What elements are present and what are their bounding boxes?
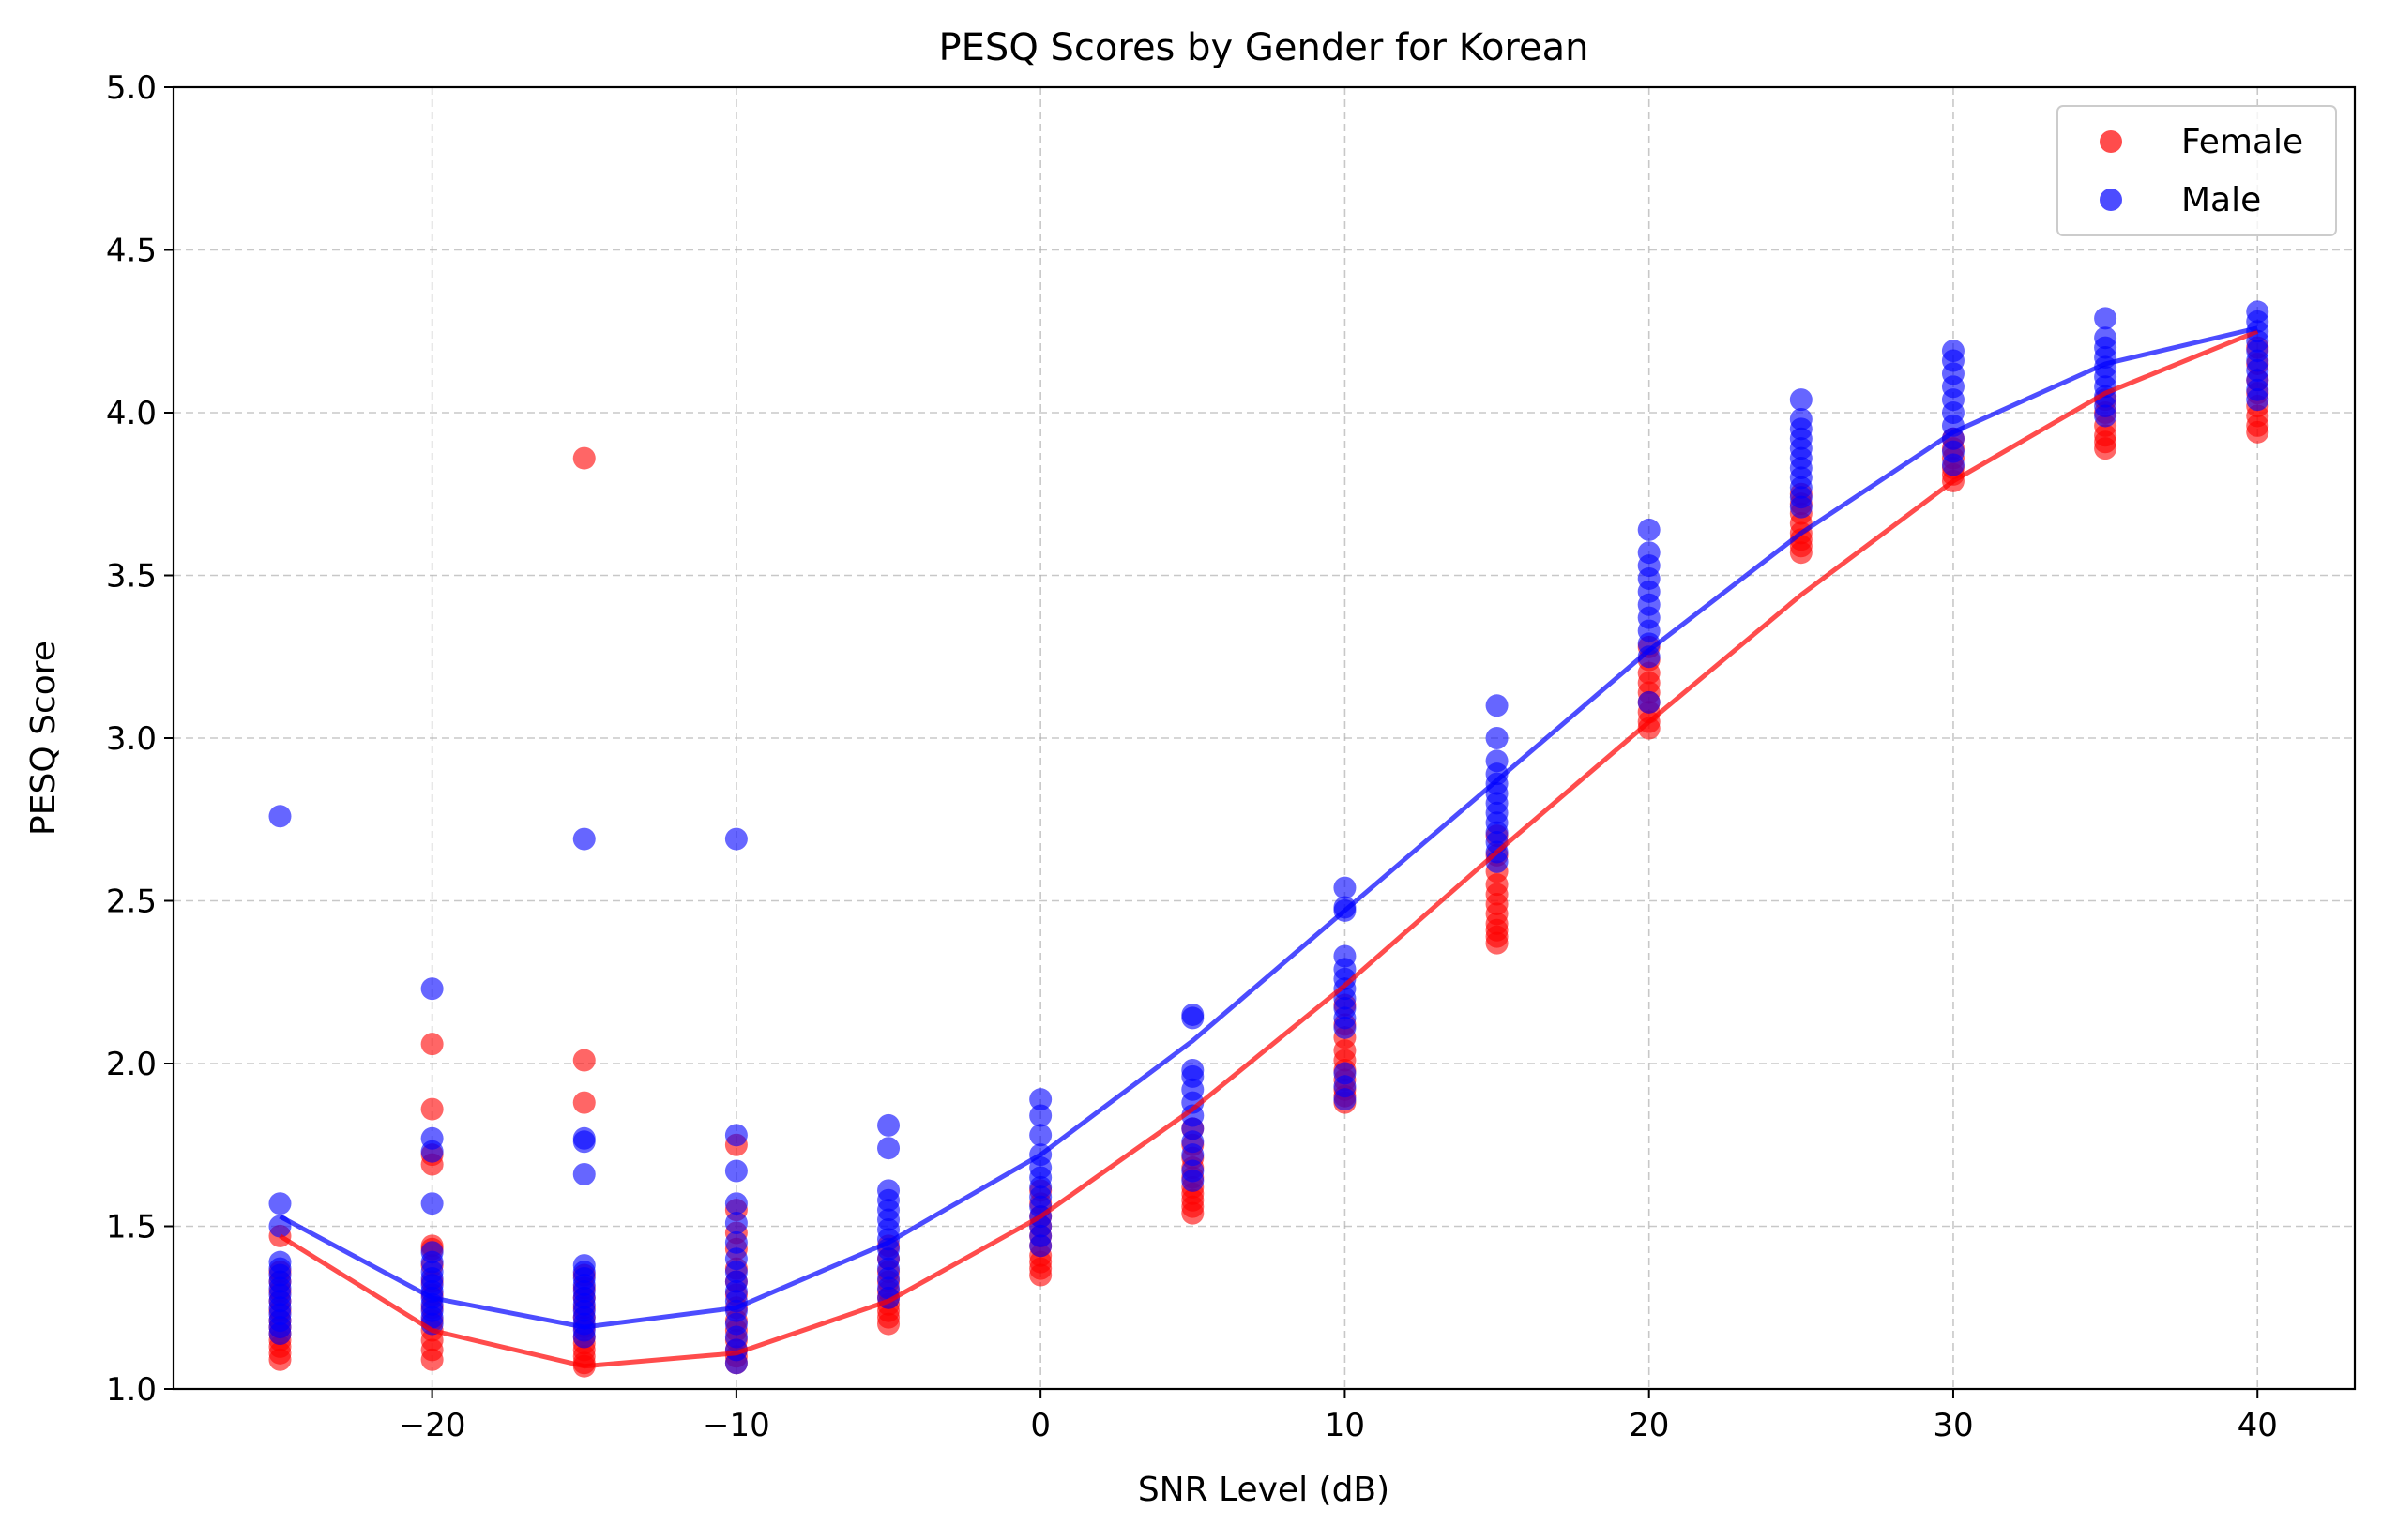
male-data-point: [724, 1159, 748, 1183]
male-data-point: [1333, 876, 1357, 899]
male-data-point: [1333, 944, 1357, 968]
x-tick-label: 0: [1030, 1407, 1051, 1444]
male-data-point: [1029, 1104, 1053, 1127]
male-data-point: [724, 1230, 748, 1254]
chart-title: PESQ Scores by Gender for Korean: [939, 26, 1589, 69]
male-data-point: [724, 827, 748, 851]
male-data-point: [724, 1212, 748, 1235]
male-data-point: [1941, 340, 1965, 363]
y-tick-label: 1.0: [106, 1371, 157, 1409]
male-data-point: [1181, 1058, 1205, 1081]
legend-label-female: Female: [2181, 123, 2303, 161]
male-mean-line: [279, 325, 2258, 1330]
male-data-point: [572, 1254, 596, 1277]
male-data-point: [2094, 307, 2117, 330]
male-data-point: [572, 827, 596, 851]
x-tick-label: 30: [1933, 1407, 1973, 1444]
male-data-point: [1637, 541, 1661, 565]
male-data-point: [877, 1137, 901, 1160]
y-tick-label: 4.0: [106, 395, 157, 432]
x-axis-label: SNR Level (dB): [1138, 1471, 1389, 1509]
male-data-point: [1181, 1003, 1205, 1026]
y-tick-label: 4.5: [106, 233, 157, 270]
male-data-point: [1029, 1124, 1053, 1147]
male-data-point: [1789, 407, 1813, 430]
male-data-point: [1637, 690, 1661, 714]
y-tick-label: 1.5: [106, 1209, 157, 1246]
y-tick-label: 2.5: [106, 883, 157, 921]
male-data-point: [420, 977, 444, 1001]
male-data-point: [1333, 1062, 1357, 1085]
grid: [174, 86, 2355, 1390]
y-tick-label: 5.0: [106, 69, 157, 107]
male-data-point: [268, 1192, 292, 1215]
axis-ticks: −20 −10 0 10 20 30 40 1.0 1.5 2.0 2.5 3.0 3.5 4.0 4.5 5…: [106, 69, 2278, 1444]
female-data-point: [420, 1097, 444, 1121]
female-data-point: [572, 446, 596, 470]
male-data-point: [1637, 518, 1661, 541]
male-data-point: [724, 1192, 748, 1215]
female-data-point: [572, 1049, 596, 1072]
male-data-point: [1181, 1159, 1205, 1183]
legend-marker-female: [2100, 130, 2122, 153]
female-data-point: [572, 1091, 596, 1114]
y-tick-label: 3.5: [106, 558, 157, 596]
female-data-point: [420, 1033, 444, 1056]
x-tick-label: 20: [1629, 1407, 1669, 1444]
data-points: [268, 300, 2269, 1378]
male-data-point: [572, 1126, 596, 1150]
male-data-point: [420, 1192, 444, 1215]
legend: Female Male: [2056, 105, 2337, 236]
male-data-point: [420, 1241, 444, 1264]
male-data-point: [572, 1162, 596, 1185]
male-data-point: [877, 1113, 901, 1137]
male-data-point: [1485, 694, 1509, 717]
male-data-point: [420, 1126, 444, 1150]
male-data-point: [1029, 1088, 1053, 1111]
male-data-point: [268, 805, 292, 828]
legend-label-male: Male: [2181, 181, 2261, 219]
x-tick-label: 10: [1325, 1407, 1365, 1444]
male-data-point: [1485, 749, 1509, 773]
male-data-point: [877, 1179, 901, 1202]
legend-marker-male: [2100, 189, 2122, 211]
y-tick-label: 3.0: [106, 720, 157, 758]
legend-box: [2056, 105, 2337, 236]
female-mean-line: [279, 328, 2259, 1369]
male-data-point: [1485, 727, 1509, 749]
x-tick-label: −10: [703, 1407, 770, 1444]
male-data-point: [2094, 326, 2117, 350]
x-tick-label: −20: [399, 1407, 466, 1444]
y-tick-label: 2.0: [106, 1046, 157, 1083]
male-data-point: [268, 1250, 292, 1274]
male-data-point: [2246, 300, 2269, 324]
male-data-point: [724, 1247, 748, 1271]
x-tick-label: 40: [2238, 1407, 2278, 1444]
male-data-point: [1789, 388, 1813, 412]
male-data-point: [724, 1124, 748, 1147]
y-axis-label: PESQ Score: [24, 641, 63, 836]
